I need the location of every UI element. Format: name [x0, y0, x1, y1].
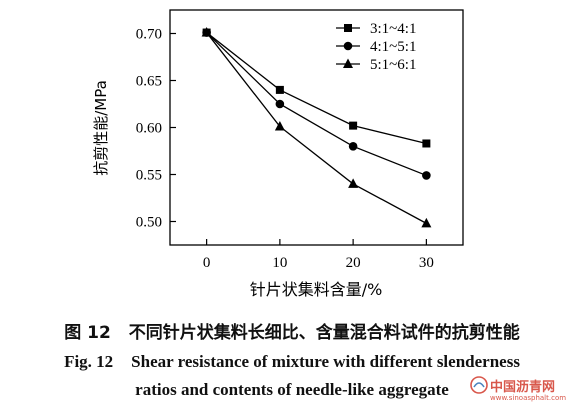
- data-point-series-1: [422, 139, 431, 148]
- y-tick-label: 0.50: [136, 215, 162, 231]
- plot-frame: [169, 9, 464, 246]
- watermark-logo-icon: [470, 376, 488, 394]
- data-point-series-1: [275, 85, 284, 94]
- legend-label: 3:1~4:1: [370, 21, 416, 37]
- shear-resistance-chart: 0.50 0.55 0.60 0.65 0.70 0 10 20 30 3:1~4:1 4:1~…: [92, 9, 464, 299]
- series-line-2: [206, 32, 427, 177]
- caption-en-text-1: Shear resistance of mixture with differe…: [131, 352, 520, 371]
- series-line-1: [206, 32, 427, 145]
- caption-english-line1: Fig. 12 Shear resistance of mixture with …: [0, 352, 584, 372]
- caption-cn-number: 图 12: [64, 323, 111, 343]
- y-tick-label: 0.65: [136, 74, 162, 90]
- legend-marker: [343, 41, 353, 51]
- x-tick-label: 30: [419, 255, 434, 271]
- caption-chinese: 图 12 不同针片状集料长细比、含量混合料试件的抗剪性能: [0, 318, 584, 343]
- x-tick-label: 0: [203, 255, 211, 271]
- data-point-series-2: [422, 171, 431, 180]
- x-tick-label: 20: [346, 255, 361, 271]
- series-layer: [201, 27, 432, 228]
- caption-cn-text: 不同针片状集料长细比、含量混合料试件的抗剪性能: [128, 323, 520, 343]
- watermark-url: www.sinoasphalt.com: [490, 394, 567, 402]
- series-line-3: [206, 32, 427, 224]
- y-axis-ticks: 0.50 0.55 0.60 0.65 0.70: [136, 27, 176, 231]
- data-point-series-3: [348, 178, 359, 188]
- watermark-name: 中国沥青网: [490, 380, 556, 395]
- x-axis-ticks: 0 10 20 30: [203, 239, 434, 271]
- x-tick-label: 10: [272, 255, 287, 271]
- x-axis-label: 针片状集料含量/%: [250, 280, 383, 299]
- legend-marker: [344, 24, 352, 32]
- data-point-series-3: [201, 27, 212, 37]
- caption-en-number: Fig. 12: [64, 352, 114, 371]
- data-point-series-3: [421, 217, 432, 228]
- data-point-series-1: [349, 121, 358, 130]
- caption-english-line2: ratios and contents of needle-like aggre…: [0, 380, 584, 400]
- legend-label: 4:1~5:1: [370, 39, 416, 55]
- data-point-series-3: [274, 121, 285, 131]
- y-tick-label: 0.60: [136, 121, 162, 137]
- watermark: 中国沥青网 www.sinoasphalt.com: [470, 370, 582, 416]
- data-point-series-2: [275, 99, 285, 109]
- caption-en-text-2: ratios and contents of needle-like aggre…: [135, 380, 449, 399]
- legend: 3:1~4:1 4:1~5:1 5:1~6:1: [336, 21, 416, 73]
- y-tick-label: 0.70: [136, 27, 162, 43]
- legend-marker: [343, 58, 353, 68]
- y-axis-label: 抗剪性能/MPa: [92, 80, 110, 176]
- data-point-series-2: [348, 142, 358, 151]
- legend-label: 5:1~6:1: [370, 57, 416, 73]
- y-tick-label: 0.55: [136, 168, 162, 184]
